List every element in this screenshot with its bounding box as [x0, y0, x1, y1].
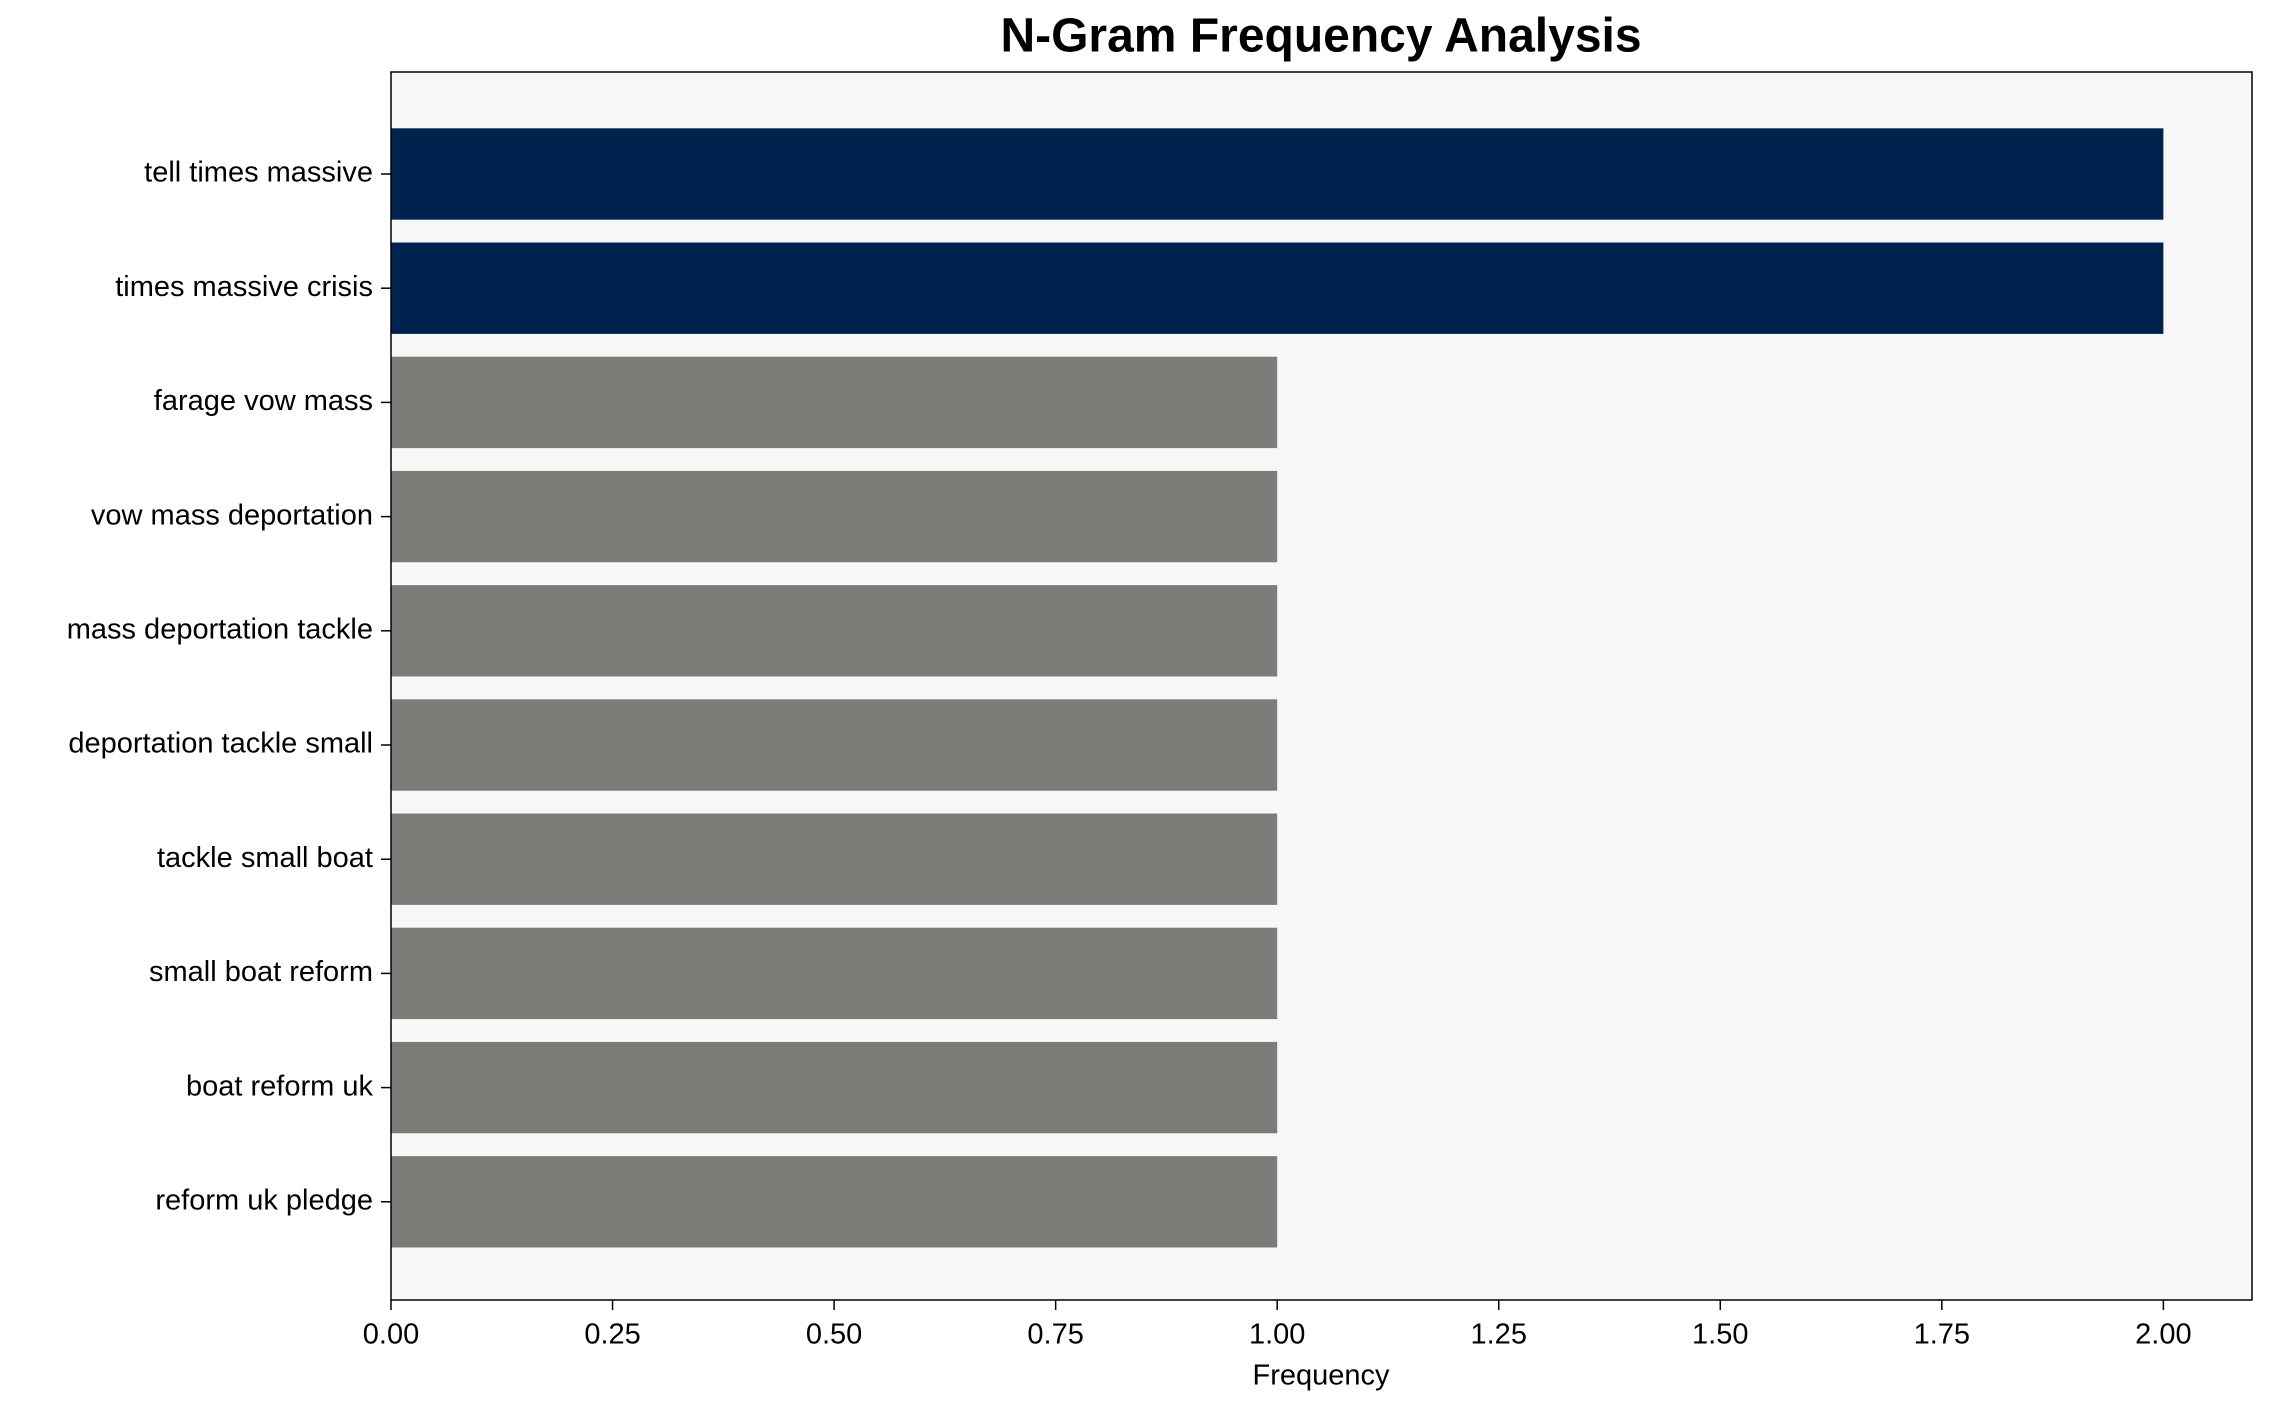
- bar: [391, 356, 1278, 449]
- x-tick-label: 1.25: [1471, 1319, 1527, 1351]
- y-tick-label: tell times massive: [144, 157, 373, 189]
- x-tick-label: 1.50: [1692, 1319, 1748, 1351]
- bar: [391, 699, 1278, 791]
- y-tick-label: times massive crisis: [115, 271, 373, 303]
- x-tick-label: 0.75: [1027, 1319, 1083, 1351]
- y-tick-label: boat reform uk: [186, 1070, 373, 1102]
- x-tick-label: 0.50: [806, 1319, 862, 1351]
- y-tick-label: farage vow mass: [154, 385, 373, 417]
- y-tick-label: reform uk pledge: [155, 1184, 373, 1216]
- y-tick-label: deportation tackle small: [68, 728, 373, 760]
- bar: [391, 470, 1278, 563]
- bar: [391, 242, 2164, 334]
- bar: [391, 1041, 1278, 1134]
- chart-title: N-Gram Frequency Analysis: [1000, 10, 1641, 63]
- x-tick-label: 1.75: [1914, 1319, 1970, 1351]
- bar: [391, 927, 1278, 1020]
- x-tick-label: 0.25: [584, 1319, 640, 1351]
- plot-frame: [390, 71, 2253, 1301]
- x-tick-label: 2.00: [2135, 1319, 2191, 1351]
- x-tick-label: 1.00: [1249, 1319, 1305, 1351]
- bar: [391, 585, 1278, 677]
- x-axis-label: Frequency: [1252, 1360, 1390, 1392]
- bar: [391, 128, 2164, 220]
- y-tick-label: vow mass deportation: [91, 499, 373, 531]
- x-tick-label: 0.00: [363, 1319, 419, 1351]
- bar: [391, 1156, 1278, 1248]
- bar: [391, 813, 1278, 905]
- y-tick-label: small boat reform: [149, 956, 373, 988]
- y-tick-label: tackle small boat: [157, 842, 373, 874]
- y-tick-label: mass deportation tackle: [67, 613, 373, 645]
